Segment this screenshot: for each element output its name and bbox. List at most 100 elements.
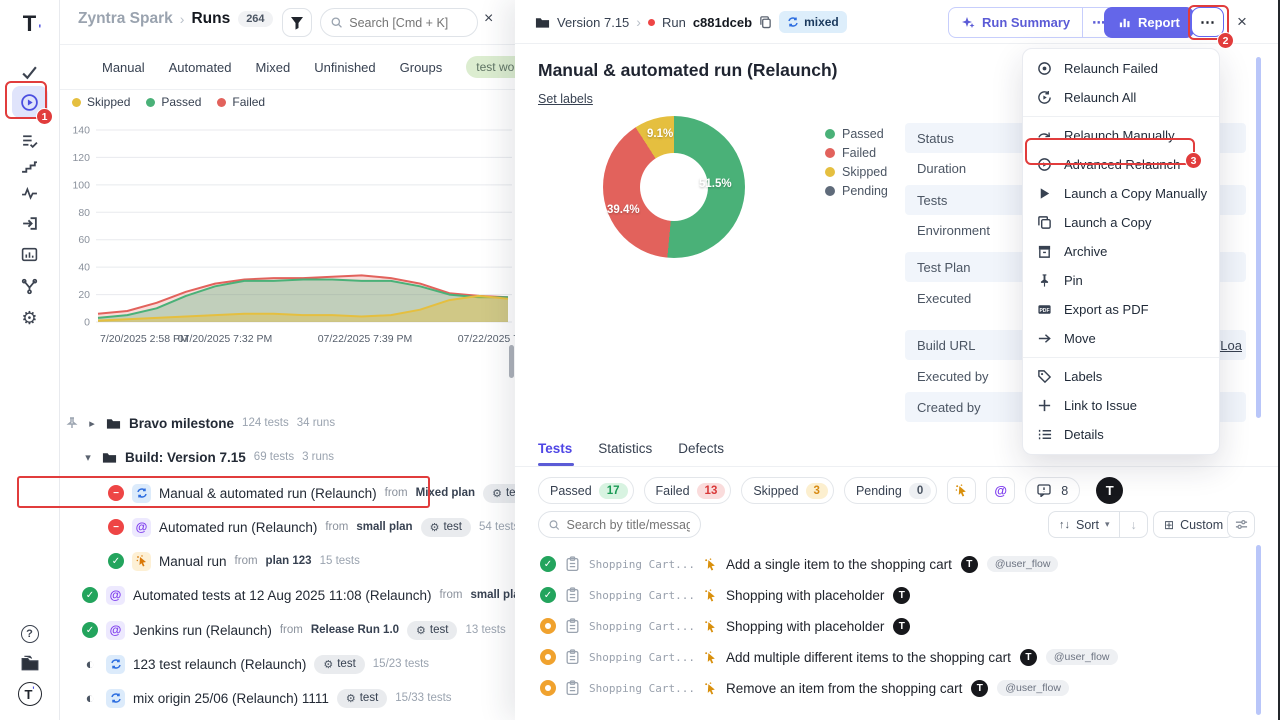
area-chart-legend: Skipped Passed Failed	[72, 95, 265, 109]
filter-passed[interactable]: Passed 17	[538, 477, 634, 504]
tab-unfinished[interactable]: Unfinished	[314, 59, 376, 75]
view-settings-button[interactable]	[1227, 511, 1255, 538]
set-labels-link[interactable]: Set labels	[538, 92, 593, 106]
filter-comments[interactable]: 8	[1025, 477, 1081, 504]
custom-columns-button[interactable]: ⊞ Custom	[1153, 511, 1235, 538]
test-row[interactable]: ✓ Shopping Cart... Shopping with placeho…	[540, 580, 1280, 610]
breadcrumb-project[interactable]: Zyntra Spark	[78, 10, 173, 27]
sidebar-item-plans[interactable]	[12, 124, 48, 156]
filter-failed[interactable]: Failed 13	[643, 477, 732, 504]
copy-icon[interactable]	[759, 15, 772, 29]
right-scrollbar-thumb-top[interactable]	[1256, 57, 1261, 418]
menu-item-move[interactable]: Move	[1023, 324, 1219, 353]
menu-item-relaunch-manually[interactable]: Relaunch Manually	[1023, 121, 1219, 150]
filter-button[interactable]	[282, 8, 312, 37]
sidebar-item-tests[interactable]	[12, 56, 48, 88]
tab-defects[interactable]: Defects	[678, 441, 725, 456]
skipped-status-icon	[540, 680, 556, 696]
tree-row-automated-run[interactable]: − @ Automated run (Relaunch) from small …	[60, 512, 515, 542]
build-url-link[interactable]: /Loa	[1216, 337, 1242, 353]
tree-row-automated-tests-12-aug[interactable]: ✓ @ Automated tests at 12 Aug 2025 11:08…	[60, 580, 515, 610]
tab-tests[interactable]: Tests	[538, 441, 573, 456]
test-tag-chip[interactable]: ⚙test	[336, 688, 388, 708]
tree-row-123-test-relaunch[interactable]: ◐ 123 test relaunch (Relaunch) ⚙ test 15/…	[60, 649, 515, 679]
tab-groups[interactable]: Groups	[399, 59, 443, 75]
tree-row-manual-automated-run[interactable]: − Manual & automated run (Relaunch) from…	[60, 478, 515, 508]
tree-row-mix-origin[interactable]: ◐ mix origin 25/06 (Relaunch) 1111 ⚙ test…	[60, 683, 515, 713]
t-badge-icon: T	[971, 679, 989, 697]
app-logo[interactable]: T '	[22, 11, 42, 36]
sidebar-item-help[interactable]: ?	[12, 618, 48, 650]
tree-row-build-version[interactable]: ▾ Build: Version 7.15 69 tests 3 runs	[60, 442, 515, 472]
tab-statistics[interactable]: Statistics	[598, 441, 653, 456]
pending-count-badge: 0	[908, 482, 932, 499]
sidebar-item-branches[interactable]	[12, 270, 48, 302]
chevron-right-icon[interactable]: ▸	[89, 417, 95, 430]
runs-filter-tabs: Manual Automated Mixed Unfinished Groups…	[60, 45, 515, 90]
detail-row-executed: Executed	[917, 290, 972, 306]
test-tag-chip[interactable]: ⚙test	[420, 517, 472, 537]
logo-t-icon: T	[22, 11, 37, 36]
sidebar-item-pulse[interactable]	[12, 177, 48, 209]
legend-pending: Pending	[825, 181, 888, 200]
sidebar-item-account[interactable]: T '	[12, 678, 48, 710]
menu-item-relaunch-all[interactable]: Relaunch All	[1023, 83, 1219, 112]
clear-search-button[interactable]: ×	[484, 10, 493, 28]
sort-direction-button[interactable]: ↓	[1120, 511, 1148, 538]
automated-run-icon: @	[106, 585, 125, 605]
menu-item-labels[interactable]: Labels	[1023, 362, 1219, 391]
sidebar-item-milestones[interactable]	[12, 150, 48, 182]
test-row[interactable]: Shopping Cart... Add multiple different …	[540, 642, 1280, 672]
sidebar-item-settings[interactable]: ⚙	[12, 302, 48, 334]
tests-search-input[interactable]	[566, 517, 690, 532]
runs-search-input[interactable]	[349, 15, 467, 30]
tree-row-manual-run[interactable]: ✓ Manual run from plan 123 15 tests	[60, 546, 515, 576]
run-summary-more-button[interactable]: ⋯	[1092, 14, 1106, 30]
close-drawer-button[interactable]: ×	[1237, 12, 1247, 32]
tab-manual[interactable]: Manual	[102, 59, 145, 75]
menu-item-launch-a-copy[interactable]: Launch a Copy	[1023, 208, 1219, 237]
filter-manual-tests[interactable]	[947, 477, 977, 504]
tree-row-bravo-milestone[interactable]: ▸ Bravo milestone 124 tests 34 runs	[60, 408, 515, 438]
report-button[interactable]: Report	[1104, 7, 1194, 38]
menu-item-export-pdf[interactable]: PDF Export as PDF	[1023, 295, 1219, 324]
sidebar-item-projects[interactable]	[12, 647, 48, 679]
right-scrollbar-thumb-bottom[interactable]	[1256, 545, 1261, 715]
menu-item-relaunch-failed[interactable]: Relaunch Failed	[1023, 54, 1219, 83]
assignee-avatar[interactable]: T	[1096, 477, 1124, 504]
menu-item-pin[interactable]: Pin	[1023, 266, 1219, 295]
sidebar-item-runs[interactable]	[11, 86, 48, 118]
clipboard-icon	[566, 680, 579, 696]
filter-automated-tests[interactable]: @	[986, 477, 1016, 504]
automated-at-icon: @	[994, 483, 1008, 498]
sidebar-item-analytics[interactable]	[12, 238, 48, 270]
play-circle-icon	[21, 93, 38, 111]
menu-item-link-to-issue[interactable]: Link to Issue	[1023, 391, 1219, 420]
test-tag-chip[interactable]: ⚙test	[314, 654, 365, 674]
test-row[interactable]: Shopping Cart... Remove an item from the…	[540, 673, 1280, 703]
left-scrollbar-thumb[interactable]	[509, 345, 514, 378]
filter-skipped[interactable]: Skipped 3	[741, 477, 834, 504]
sort-button[interactable]: ↑↓ Sort ▾	[1048, 511, 1121, 538]
sidebar-item-import[interactable]	[12, 207, 48, 239]
runs-search	[320, 8, 478, 37]
manual-cursor-icon	[705, 619, 715, 632]
menu-item-archive[interactable]: Archive	[1023, 237, 1219, 266]
more-actions-button[interactable]: ⋯	[1191, 7, 1224, 37]
test-tag-chip[interactable]: ⚙test	[407, 620, 458, 640]
gear-icon: ⚙	[429, 521, 440, 534]
test-row[interactable]: ✓ Shopping Cart... Add a single item to …	[540, 549, 1280, 579]
test-row[interactable]: Shopping Cart... Shopping with placehold…	[540, 611, 1280, 641]
tab-automated[interactable]: Automated	[168, 59, 232, 75]
test-tag-chip[interactable]: ⚙test	[483, 483, 515, 503]
tree-row-jenkins-run[interactable]: ✓ @ Jenkins run (Relaunch) from Release …	[60, 615, 515, 645]
run-summary-button[interactable]: Run Summary	[949, 8, 1082, 37]
menu-item-details[interactable]: Details	[1023, 420, 1219, 449]
filter-pending[interactable]: Pending 0	[843, 477, 938, 504]
run-type-chip: mixed	[779, 11, 847, 33]
chevron-down-icon[interactable]: ▾	[85, 451, 91, 464]
breadcrumb-version[interactable]: Version 7.15	[557, 14, 630, 30]
tab-mixed[interactable]: Mixed	[255, 59, 291, 75]
menu-item-launch-copy-manually[interactable]: Launch a Copy Manually	[1023, 179, 1219, 208]
tag-chip-test-work[interactable]: test work	[466, 56, 515, 78]
